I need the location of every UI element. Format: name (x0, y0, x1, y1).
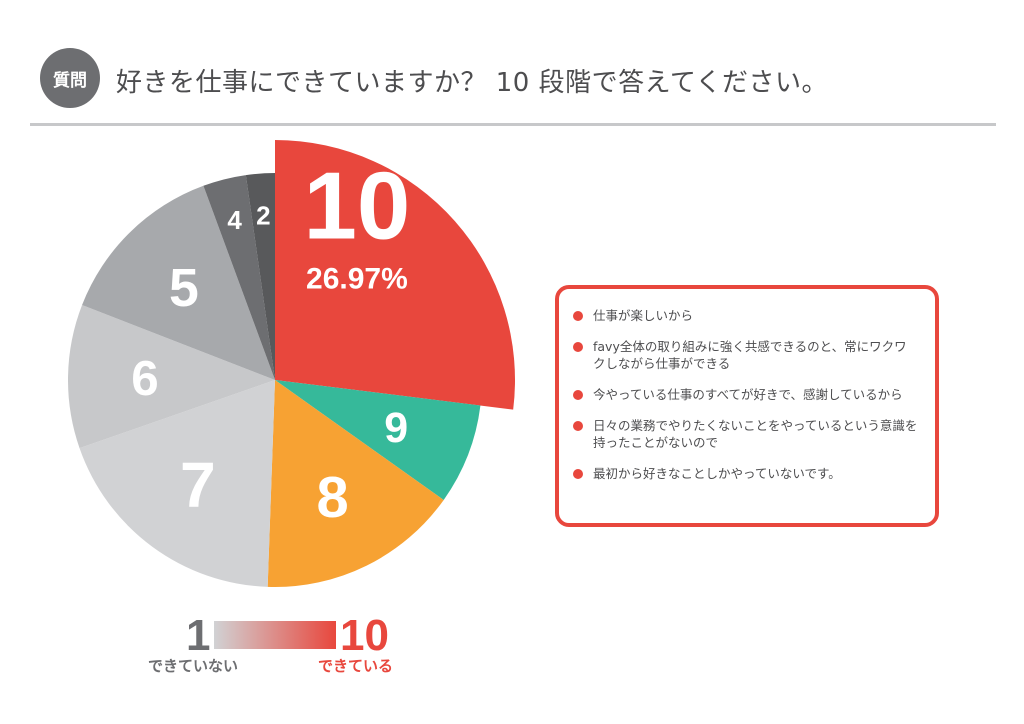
pie-label-10: 10 (304, 153, 411, 260)
bullet-dot (573, 469, 583, 479)
reason-item: 仕事が楽しいから (573, 307, 919, 324)
scale-high-value: 10 (340, 611, 389, 660)
bullet-dot (573, 390, 583, 400)
pie-slice-7 (79, 380, 275, 587)
reason-item: 最初から好きなことしかやっていないです。 (573, 465, 919, 482)
pie-slice-10 (275, 140, 515, 410)
scale-gradient-bar (214, 621, 336, 649)
reason-text: 日々の業務でやりたくないことをやっているという意識を持ったことがないので (593, 418, 918, 450)
pie-label-2: 2 (256, 201, 270, 231)
reason-text: 仕事が楽しいから (593, 308, 694, 323)
question-badge: 質問 (40, 48, 100, 108)
pie-label-5: 5 (169, 258, 199, 318)
question-title: 好きを仕事にできていますか？ 10 段階で答えてください。 (116, 68, 829, 98)
pie-slice-2 (245, 173, 275, 380)
bullet-dot (573, 342, 583, 352)
question-header: 質問 好きを仕事にできていますか？ 10 段階で答えてください。 (40, 48, 990, 108)
pie-label-8: 8 (316, 466, 348, 530)
reason-text: 最初から好きなことしかやっていないです。 (593, 466, 841, 481)
scale-low-caption: できていない (148, 657, 239, 675)
pie-slice-8 (267, 380, 444, 587)
bullet-dot (573, 421, 583, 431)
header-divider (30, 123, 996, 126)
pie-label-9: 9 (384, 404, 408, 452)
pie-slice-9 (275, 380, 481, 500)
reason-item: favy全体の取り組みに強く共感できるのと、常にワクワクしながら仕事ができる (573, 338, 919, 372)
pie-label-6: 6 (131, 351, 158, 406)
pie-percent-label: 26.97% (306, 263, 408, 296)
scale-low-value: 1 (186, 611, 211, 660)
pie-slice-5 (82, 185, 275, 380)
reason-item: 日々の業務でやりたくないことをやっているという意識を持ったことがないので (573, 417, 919, 451)
reason-item: 今やっている仕事のすべてが好きで、感謝しているから (573, 386, 919, 403)
pie-slice-6 (68, 304, 275, 449)
reason-text: favy全体の取り組みに強く共感できるのと、常にワクワクしながら仕事ができる (593, 339, 907, 371)
pie-label-4: 4 (227, 205, 242, 235)
scale-high-caption: できている (318, 657, 394, 675)
pie-slice-4 (203, 175, 275, 380)
reasons-box: 仕事が楽しいから favy全体の取り組みに強く共感できるのと、常にワクワクしなが… (555, 285, 939, 527)
pie-label-7: 7 (180, 449, 216, 521)
reason-text: 今やっている仕事のすべてが好きで、感謝しているから (593, 387, 903, 402)
bullet-dot (573, 311, 583, 321)
